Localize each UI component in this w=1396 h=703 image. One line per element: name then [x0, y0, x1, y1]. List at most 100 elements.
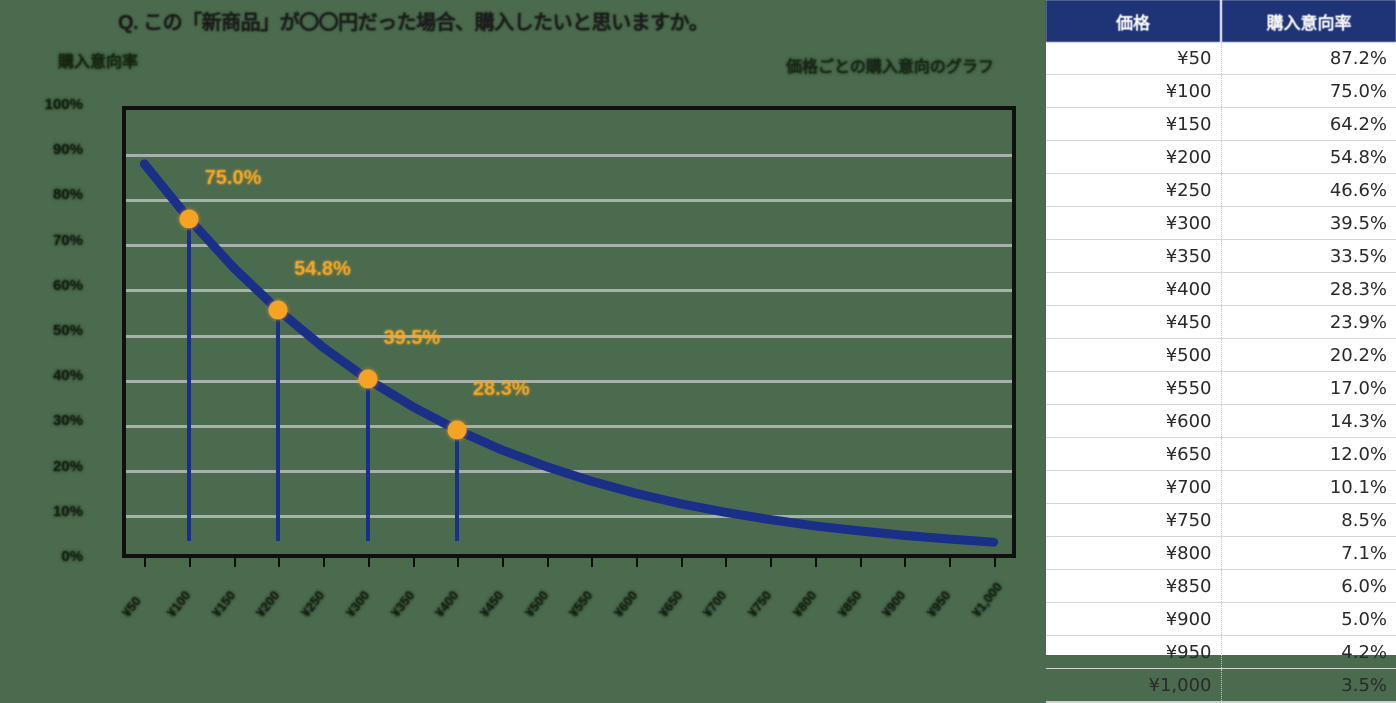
- table-row: ¥450 23.9%: [1046, 305, 1396, 339]
- gridline: [126, 515, 1012, 519]
- y-axis-title: 購入意向率: [58, 54, 139, 71]
- x-axis-tick-mark: [189, 558, 192, 567]
- x-axis-tick-mark: [323, 558, 326, 567]
- table-cell-intention-rate: 20.2%: [1221, 338, 1396, 372]
- x-axis-tick-label: ¥600: [610, 587, 641, 620]
- table-cell-price: ¥150: [1046, 107, 1222, 141]
- table-cell-price: ¥550: [1046, 371, 1222, 405]
- x-axis-tick-label: ¥1,000: [968, 579, 1005, 620]
- y-axis-tick-label: 30%: [52, 412, 83, 430]
- annotation-value-label: 28.3%: [472, 378, 530, 401]
- x-axis-tick-label: ¥500: [521, 587, 552, 620]
- table-cell-price: ¥250: [1046, 173, 1222, 207]
- table-cell-intention-rate: 4.2%: [1221, 635, 1396, 669]
- table-cell-intention-rate: 87.2%: [1221, 42, 1396, 75]
- gridline: [126, 153, 1012, 157]
- page-title: Q. この「新商品」が〇〇円だった場合、購入したいと思いますか。: [118, 12, 709, 34]
- x-axis-tick-mark: [680, 558, 683, 567]
- y-axis-tick-label: 20%: [52, 457, 83, 475]
- x-axis-tick-mark: [144, 558, 147, 567]
- table-row: ¥750 8.5%: [1046, 503, 1396, 537]
- table-cell-price: ¥50: [1046, 42, 1222, 75]
- annotation-drop-line: [455, 430, 460, 541]
- table-row: ¥400 28.3%: [1046, 272, 1396, 306]
- chart-subtitle-right: 価格ごとの購入意向のグラフ: [786, 59, 994, 76]
- table-cell-price: ¥1,000: [1046, 668, 1222, 703]
- x-axis-tick-mark: [591, 558, 594, 567]
- annotation-value-label: 75.0%: [204, 167, 262, 189]
- gridline: [126, 289, 1012, 293]
- x-axis-tick-mark: [278, 558, 281, 567]
- table-row: ¥850 6.0%: [1046, 569, 1396, 603]
- price-intention-table: 価格 購入意向率 ¥50 87.2% ¥100 75.0% ¥150 64.2% ¥200 5…: [1046, 0, 1396, 703]
- table-cell-intention-rate: 17.0%: [1221, 371, 1396, 405]
- table-row: ¥650 12.0%: [1046, 437, 1396, 471]
- x-axis-tick-label: ¥100: [163, 587, 194, 620]
- table-cell-intention-rate: 14.3%: [1221, 404, 1396, 438]
- table-row: ¥100 75.0%: [1046, 74, 1396, 108]
- x-axis-tick-label: ¥750: [744, 587, 775, 620]
- annotation-marker-dot: [268, 300, 288, 320]
- gridline: [126, 470, 1012, 474]
- table-row: ¥550 17.0%: [1046, 371, 1396, 405]
- table-row: ¥150 64.2%: [1046, 107, 1396, 141]
- table-row: ¥500 20.2%: [1046, 338, 1396, 372]
- table-cell-intention-rate: 33.5%: [1221, 239, 1396, 273]
- table-header-row: 価格 購入意向率: [1046, 0, 1396, 42]
- table-cell-price: ¥400: [1046, 272, 1222, 306]
- x-axis-tick-mark: [501, 558, 504, 567]
- table-cell-price: ¥600: [1046, 404, 1222, 438]
- gridline: [126, 244, 1012, 248]
- table-row: ¥300 39.5%: [1046, 206, 1396, 240]
- y-axis-tick-label: 100%: [44, 96, 83, 113]
- y-axis-tick-label: 90%: [52, 141, 83, 159]
- table-header-price: 価格: [1046, 0, 1222, 42]
- table-cell-intention-rate: 54.8%: [1221, 140, 1396, 174]
- table-row: ¥600 14.3%: [1046, 404, 1396, 438]
- table-cell-intention-rate: 46.6%: [1221, 173, 1396, 207]
- table-cell-intention-rate: 75.0%: [1221, 74, 1396, 108]
- table-cell-price: ¥750: [1046, 503, 1222, 537]
- annotation-marker-dot: [447, 420, 467, 440]
- table-cell-price: ¥850: [1046, 569, 1222, 603]
- table-cell-price: ¥100: [1046, 74, 1222, 108]
- table-cell-intention-rate: 10.1%: [1221, 470, 1396, 504]
- table-row: ¥700 10.1%: [1046, 470, 1396, 504]
- x-axis-tick-label: ¥450: [476, 587, 507, 620]
- y-axis-tick-label: 50%: [52, 322, 83, 339]
- table-cell-intention-rate: 7.1%: [1221, 536, 1396, 570]
- y-axis-tick-label: 70%: [52, 231, 83, 249]
- x-axis-tick-mark: [814, 558, 817, 567]
- table-cell-price: ¥900: [1046, 602, 1222, 636]
- table-row: ¥200 54.8%: [1046, 140, 1396, 174]
- table-cell-price: ¥450: [1046, 305, 1222, 339]
- table-row: ¥350 33.5%: [1046, 239, 1396, 273]
- x-axis-tick-label: ¥800: [789, 587, 820, 620]
- x-axis-tick-mark: [546, 558, 549, 567]
- gridline: [126, 198, 1012, 202]
- table-cell-price: ¥500: [1046, 338, 1222, 372]
- table-row: ¥900 5.0%: [1046, 602, 1396, 636]
- table-row: ¥1,000 3.5%: [1046, 668, 1396, 703]
- x-axis-tick-label: ¥400: [432, 587, 462, 620]
- annotation-value-label: 39.5%: [383, 327, 441, 350]
- table-cell-intention-rate: 64.2%: [1221, 107, 1396, 141]
- x-axis-tick-label: ¥200: [253, 587, 283, 620]
- x-axis-tick-mark: [859, 558, 862, 567]
- gridline: [126, 379, 1012, 383]
- x-axis-tick-mark: [948, 558, 951, 567]
- x-axis-tick-label: ¥650: [655, 587, 686, 620]
- y-axis-tick-label: 60%: [52, 276, 83, 294]
- annotation-drop-line: [187, 219, 192, 541]
- table-cell-intention-rate: 5.0%: [1221, 602, 1396, 636]
- x-axis-tick-label: ¥300: [342, 587, 373, 620]
- table-row: ¥800 7.1%: [1046, 536, 1396, 570]
- annotation-marker-dot: [179, 209, 199, 229]
- x-axis-tick-mark: [725, 558, 728, 567]
- table-cell-price: ¥200: [1046, 140, 1222, 174]
- annotation-value-label: 54.8%: [294, 258, 351, 281]
- x-axis-tick-mark: [412, 558, 415, 567]
- gridline: [126, 334, 1012, 338]
- table-header-intention-rate: 購入意向率: [1221, 0, 1396, 42]
- table-cell-price: ¥350: [1046, 239, 1222, 273]
